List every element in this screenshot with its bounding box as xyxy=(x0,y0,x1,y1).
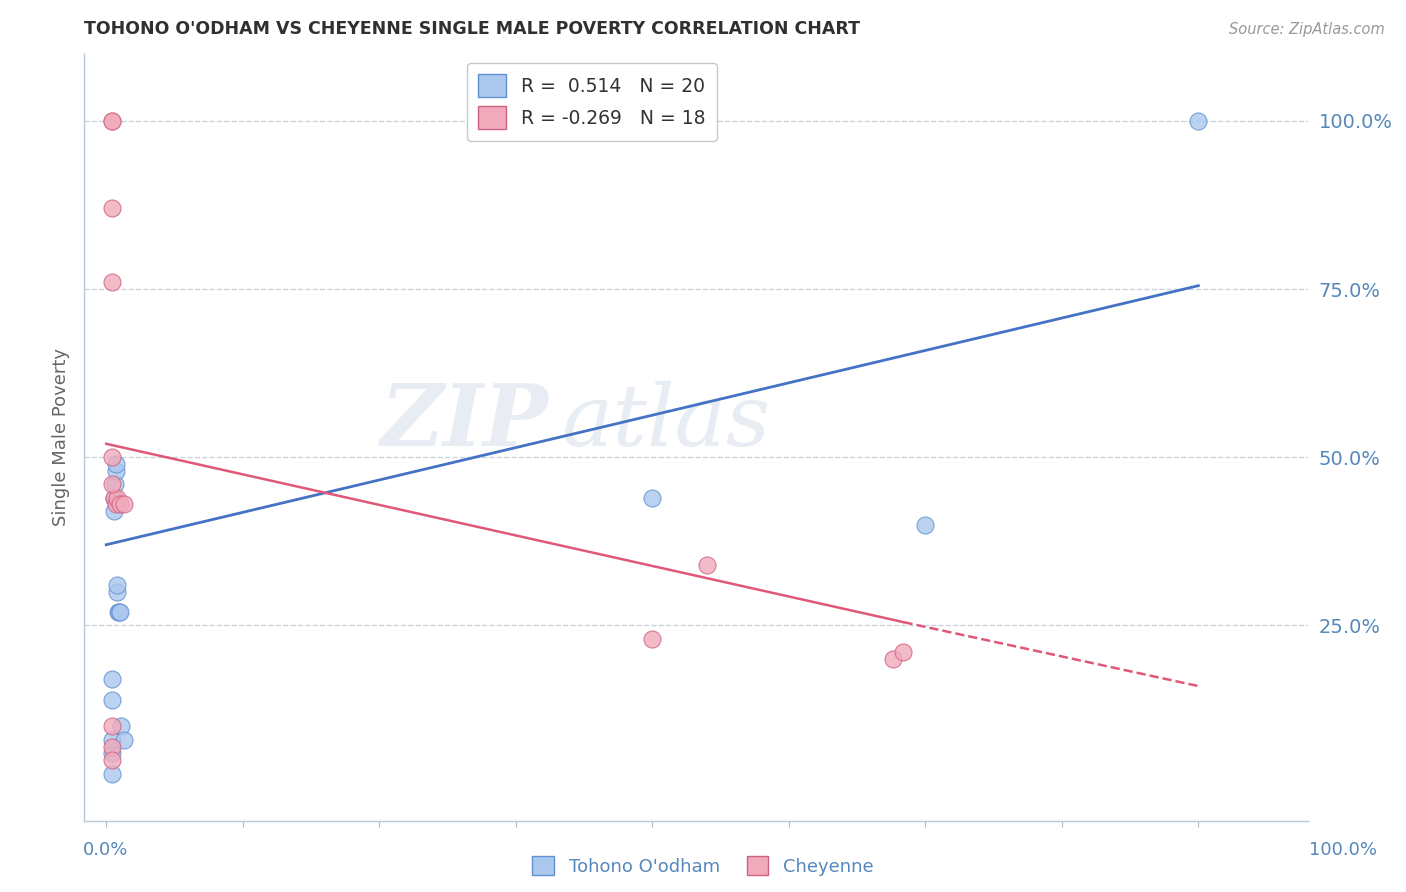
Point xyxy=(100,113,122,128)
Point xyxy=(100,275,122,289)
Point xyxy=(105,578,128,592)
Point xyxy=(100,766,122,780)
Legend: R =  0.514   N = 20, R = -0.269   N = 18: R = 0.514 N = 20, R = -0.269 N = 18 xyxy=(467,63,717,141)
Point xyxy=(103,491,125,505)
Point xyxy=(107,605,129,619)
Point xyxy=(110,605,132,619)
Text: 100.0%: 100.0% xyxy=(1309,840,1376,858)
Point xyxy=(100,202,122,216)
Point xyxy=(100,477,122,491)
Point xyxy=(100,450,122,465)
Text: 0.0%: 0.0% xyxy=(83,840,128,858)
Point xyxy=(108,605,131,619)
Point xyxy=(100,719,122,733)
Point xyxy=(105,497,128,511)
Point xyxy=(103,491,125,505)
Text: Source: ZipAtlas.com: Source: ZipAtlas.com xyxy=(1229,22,1385,37)
Point xyxy=(110,719,132,733)
Text: TOHONO O'ODHAM VS CHEYENNE SINGLE MALE POVERTY CORRELATION CHART: TOHONO O'ODHAM VS CHEYENNE SINGLE MALE P… xyxy=(84,21,860,38)
Point xyxy=(100,747,122,761)
Point xyxy=(882,652,904,666)
Point xyxy=(112,497,135,511)
Text: atlas: atlas xyxy=(561,380,770,463)
Point xyxy=(112,732,135,747)
Point xyxy=(105,491,128,505)
Point xyxy=(1187,113,1209,128)
Text: ZIP: ZIP xyxy=(381,380,550,464)
Point xyxy=(696,558,718,572)
Point xyxy=(641,491,664,505)
Point xyxy=(893,645,915,659)
Point xyxy=(100,739,122,754)
Point xyxy=(100,113,122,128)
Point xyxy=(105,464,128,478)
Point xyxy=(105,585,128,599)
Point xyxy=(100,732,122,747)
Point xyxy=(100,753,122,767)
Point xyxy=(100,673,122,687)
Point xyxy=(641,632,664,646)
Point xyxy=(100,692,122,706)
Point xyxy=(105,457,128,471)
Point xyxy=(110,497,132,511)
Y-axis label: Single Male Poverty: Single Male Poverty xyxy=(52,348,70,526)
Legend: Tohono O'odham, Cheyenne: Tohono O'odham, Cheyenne xyxy=(526,849,880,883)
Point xyxy=(104,477,127,491)
Point xyxy=(914,517,936,532)
Point xyxy=(103,504,125,518)
